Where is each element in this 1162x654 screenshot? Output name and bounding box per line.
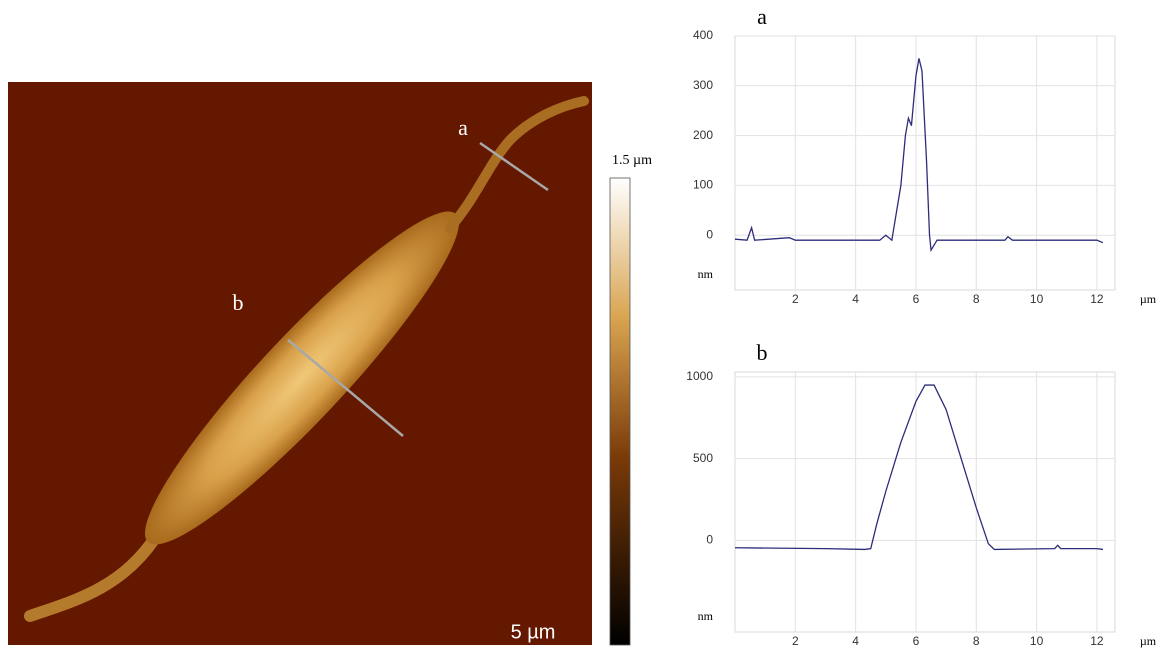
y-axis-label: nm — [698, 267, 714, 281]
x-axis-label: µm — [1140, 634, 1157, 648]
y-tick-label: 500 — [693, 451, 713, 465]
y-axis-label: nm — [698, 609, 714, 623]
section-label: b — [233, 290, 244, 315]
cell-tail — [24, 532, 161, 622]
x-axis-label: µm — [1140, 292, 1157, 306]
x-tick-label: 2 — [792, 634, 799, 648]
data-line — [734, 384, 1104, 551]
colorbar — [609, 177, 631, 646]
cell-tail — [445, 96, 589, 233]
x-tick-label: 10 — [1030, 634, 1044, 648]
section-line — [287, 339, 404, 437]
x-tick-label: 10 — [1030, 292, 1044, 306]
plot-area — [734, 371, 1116, 633]
y-tick-label: 200 — [693, 128, 713, 142]
x-tick-label: 12 — [1090, 634, 1104, 648]
y-tick-label: 400 — [693, 28, 713, 42]
scale-bar-label: 5 µm — [511, 621, 556, 643]
plot-area — [734, 35, 1116, 291]
section-label: a — [458, 115, 468, 140]
x-tick-label: 12 — [1090, 292, 1104, 306]
x-tick-label: 4 — [852, 292, 859, 306]
y-tick-label: 300 — [693, 78, 713, 92]
y-tick-label: 100 — [693, 178, 713, 192]
afm-image: a b 5 µm — [8, 82, 592, 645]
x-tick-label: 6 — [913, 292, 920, 306]
chart-title: b — [757, 340, 768, 365]
y-tick-label: 0 — [706, 533, 713, 547]
x-tick-label: 8 — [973, 292, 980, 306]
x-tick-label: 6 — [913, 634, 920, 648]
data-line — [734, 58, 1104, 253]
x-tick-label: 8 — [973, 634, 980, 648]
x-tick-label: 2 — [792, 292, 799, 306]
cell-body — [144, 211, 460, 545]
section-line — [479, 141, 549, 192]
y-tick-label: 1000 — [686, 369, 713, 383]
chart-title: a — [757, 4, 767, 29]
y-tick-label: 0 — [706, 227, 713, 241]
colorbar-label: 1.5 µm — [612, 153, 652, 168]
x-tick-label: 4 — [852, 634, 859, 648]
